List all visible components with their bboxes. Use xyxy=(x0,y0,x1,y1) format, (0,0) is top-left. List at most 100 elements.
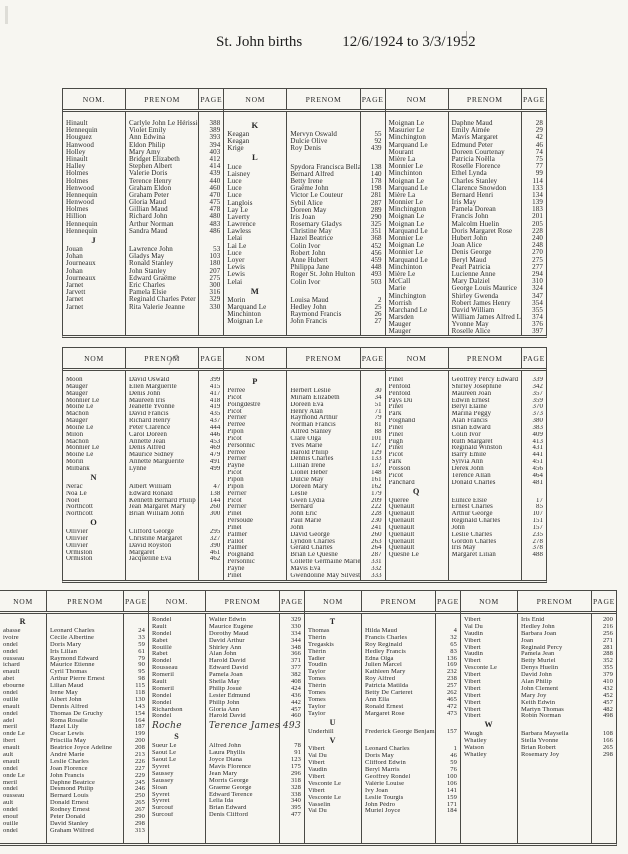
table-row: Hennequin Sandra Maud 486 xyxy=(63,227,223,235)
surname-cell: Poingdestre xyxy=(227,401,261,408)
page-cell: 2 xyxy=(359,296,385,304)
surname-cell: Palmer xyxy=(227,545,248,552)
page-cell: 151 xyxy=(520,518,546,525)
givenname-cell: Maurice Sidney xyxy=(125,452,198,460)
page-cell: 75 xyxy=(520,155,546,164)
surname-cell: Syvret xyxy=(152,791,170,798)
page-cell: 371 xyxy=(279,658,304,666)
page-cell: 260 xyxy=(198,504,223,512)
surname-cell: Hinault xyxy=(66,155,88,163)
givenname-cell: Malcolm Huelin xyxy=(447,220,521,228)
givenname-cell: David Royston xyxy=(125,542,198,550)
page-cell: 440 xyxy=(198,177,223,185)
table-row: Minchington Shirley Gwenda 347 xyxy=(386,292,546,300)
surname-cell: ivoire xyxy=(3,634,19,641)
page-cell: 154 xyxy=(123,710,148,718)
page-cell: 359 xyxy=(520,397,546,405)
page-cell: 85 xyxy=(520,504,546,512)
surname-cell: Quenault xyxy=(388,504,415,511)
page-cell: 456 xyxy=(359,249,385,257)
page-cell: 108 xyxy=(591,731,616,739)
surname-cell: Pays Du xyxy=(388,397,413,404)
table-row: Machon Annette Jean 453 xyxy=(63,438,223,446)
surname-cell: Moignan Le xyxy=(388,177,425,185)
givenname-cell: Iris Joan xyxy=(286,213,359,222)
table-row: Rondel Dorothy Maud 334 xyxy=(149,630,304,638)
page-cell: 46 xyxy=(520,141,546,149)
page-cell: 107 xyxy=(520,511,546,519)
surname-cell: Tomes xyxy=(308,676,326,683)
column-group: NOM. PRENOM PAGE Hinault Carlyle John Le Hér… xyxy=(63,89,224,335)
table-row: Monnier Le Denis Alfred 469 xyxy=(63,445,223,453)
table-row: McCall Mary Dalziel 310 xyxy=(386,278,546,286)
surname-cell: ondel xyxy=(3,690,18,697)
givenname-cell: Shirley Gwenda xyxy=(447,292,521,300)
page-cell: 263 xyxy=(359,538,385,546)
table-row: Tomes Betty De Carteret 262 xyxy=(305,690,460,697)
page-cell: 446 xyxy=(198,431,223,439)
page-cell: 351 xyxy=(359,228,385,236)
table-row: Perrier Raymond Arthur 79 xyxy=(224,415,384,423)
page-cell: 331 xyxy=(359,559,385,566)
page-cell: 90 xyxy=(123,662,148,670)
table-row: Payne Mavis Eva 332 xyxy=(224,565,384,573)
page-cell: 287 xyxy=(359,199,385,207)
surname-cell: onde Le xyxy=(3,772,25,779)
givenname-cell: Lyndon Charles xyxy=(286,538,359,546)
table-row: Johan John Stanley 207 xyxy=(63,267,223,275)
column-group: NOM PRENOM PAGE Moignan Le Daphne Maud 28 Masu… xyxy=(384,89,546,335)
table-row: Lewis Philippa Jane 448 xyxy=(224,264,384,272)
table-row: Moignan Le Joan Alice 248 xyxy=(386,242,546,250)
page-cell: 137 xyxy=(359,463,385,471)
table-row: Lelai Colin Ivor 503 xyxy=(224,278,384,286)
surname-cell: Ollivier xyxy=(66,535,88,542)
surname-cell: Personnic xyxy=(227,442,256,449)
surname-cell: Park xyxy=(388,411,402,418)
page-cell: 330 xyxy=(198,303,223,311)
surname-cell: Rabet xyxy=(152,637,168,644)
section-letter: L xyxy=(251,152,259,163)
page-cell: 327 xyxy=(198,535,223,543)
page-cell: 498 xyxy=(591,713,616,721)
page-cell: 115 xyxy=(123,683,148,691)
givenname-cell: Hedley John xyxy=(517,623,591,631)
table-row: Quenault Arthur George 107 xyxy=(386,511,546,519)
givenname-cell: Daphne Maud xyxy=(447,120,521,128)
givenname-cell: Robin Norman xyxy=(517,713,591,721)
givenname-cell: Betty Muriel xyxy=(517,658,591,666)
table-row: Mauger Denis John 417 xyxy=(63,390,223,398)
givenname-cell: Philippa Jane xyxy=(286,264,359,272)
surname-cell: Park xyxy=(388,459,402,466)
surname-cell: Morin xyxy=(227,296,246,304)
surname-cell: Watson xyxy=(464,745,484,752)
table-row: Henwood Graham Eldon 460 xyxy=(63,184,223,192)
surname-cell: Ollivier xyxy=(66,529,88,536)
givenname-cell: Joan xyxy=(517,637,591,645)
givenname-cell: Ellen Marguerite xyxy=(125,383,198,391)
page-cell: 478 xyxy=(198,206,223,214)
page-cell: 245 xyxy=(123,779,148,787)
page-cell: 47 xyxy=(198,483,223,491)
table-row: Keagan Dulcie Olive 92 xyxy=(224,138,384,146)
page-cell: 232 xyxy=(435,669,460,677)
givenname-cell: Lillian Irene xyxy=(286,463,359,471)
surname-cell: onde Le xyxy=(3,731,25,738)
surname-cell: Whatley xyxy=(464,738,487,745)
givenname-cell: John Eric xyxy=(286,511,359,519)
table-row: ondel Thomas De Gruchy 154 xyxy=(0,710,148,718)
page-cell: 352 xyxy=(591,658,616,666)
surname-cell: Picot xyxy=(388,472,404,479)
table-row: Poingdestre Doreen Eva 51 xyxy=(224,401,384,409)
surname-cell: Rondel xyxy=(152,658,172,665)
surname-cell: Henwood xyxy=(66,184,94,192)
givenname-cell: Iris May xyxy=(447,199,521,207)
givenname-cell: John Francis xyxy=(46,772,123,780)
page-cell: 53 xyxy=(198,246,223,254)
surname-cell: Vaudin xyxy=(308,767,328,774)
givenname-cell: Mary Joy xyxy=(517,692,591,700)
surname-cell: Vaudin xyxy=(464,651,484,658)
column-group-body: K Keagan Mervyn Oswald 55 Keagan Dulcie Olive… xyxy=(224,112,384,335)
table-row: Perrier Leslie 179 xyxy=(224,490,384,498)
givenname-cell: Terence James Roche xyxy=(205,720,279,733)
page-cell: 379 xyxy=(591,672,616,680)
